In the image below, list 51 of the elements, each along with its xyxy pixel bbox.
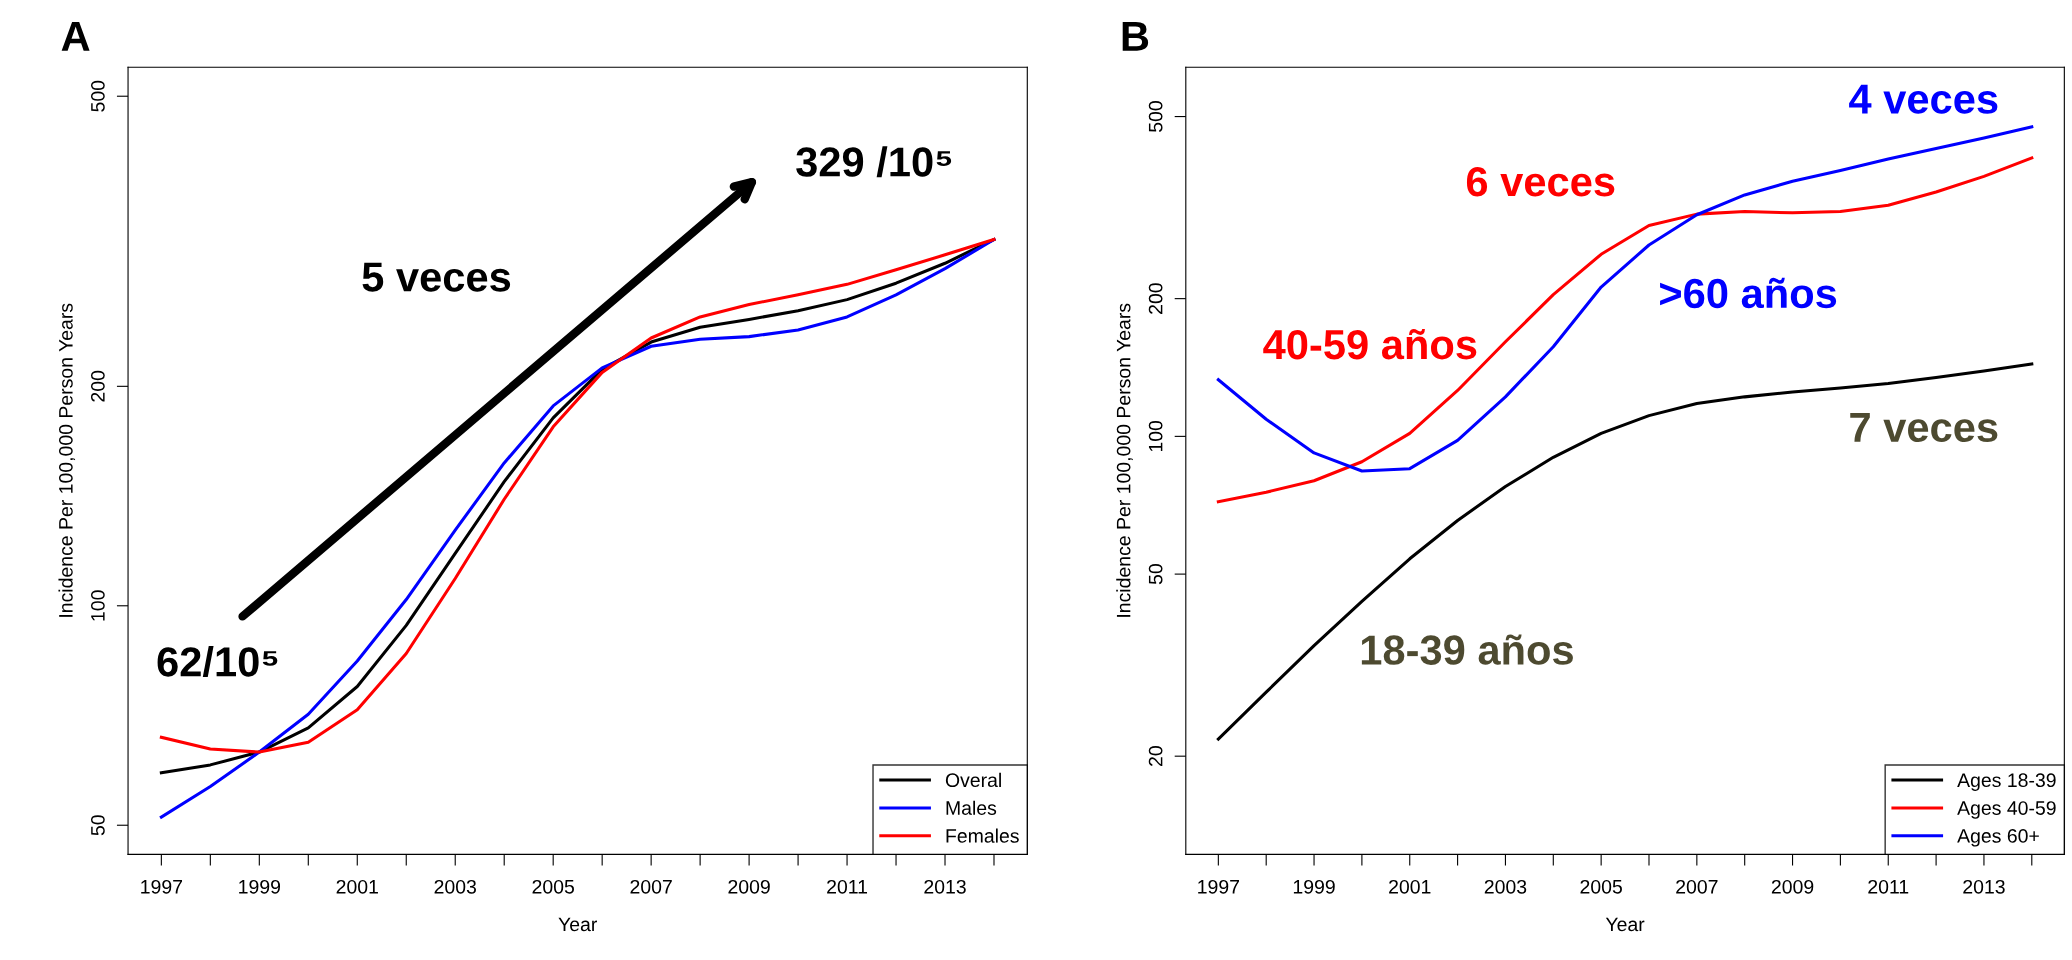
legend-label: Ages 40-59 bbox=[1957, 801, 2056, 819]
x-tick-label: 2005 bbox=[1580, 879, 1622, 894]
y-tick-label: 50 bbox=[90, 815, 105, 836]
chart-title: B bbox=[1122, 22, 1149, 51]
annotation: 6 veces bbox=[1466, 166, 1615, 197]
line-series bbox=[1216, 362, 2034, 741]
annotation: 5 veces bbox=[362, 262, 511, 292]
x-tick-label: 1997 bbox=[141, 879, 183, 894]
y-tick-label: 500 bbox=[1148, 101, 1163, 132]
annotation: 4 veces bbox=[1849, 84, 1998, 114]
legend-label: Females bbox=[946, 828, 1019, 843]
x-tick-label: 1999 bbox=[239, 879, 281, 894]
x-axis-title: Year bbox=[558, 917, 597, 932]
y-tick-label: 100 bbox=[1148, 420, 1163, 452]
x-tick-label: 2003 bbox=[434, 879, 476, 894]
x-tick-label: 2013 bbox=[924, 879, 966, 894]
y-tick-label: 20 bbox=[1148, 746, 1163, 767]
line-series bbox=[1216, 156, 2034, 504]
legend-label: Ages 60+ bbox=[1957, 829, 2039, 847]
annotation: 40-59 años bbox=[1263, 328, 1477, 360]
y-tick-label: 200 bbox=[1148, 283, 1163, 314]
y-axis-title: Incidence Per 100,000 Person Years bbox=[1116, 303, 1133, 617]
legend-label: Ages 18-39 bbox=[1957, 773, 2056, 791]
y-tick-label: 100 bbox=[90, 590, 105, 621]
x-tick-label: 2009 bbox=[728, 879, 770, 894]
y-tick-label: 500 bbox=[90, 80, 105, 112]
annotation: 329 /10⁵ bbox=[796, 146, 952, 178]
x-tick-label: 2005 bbox=[532, 879, 574, 894]
x-tick-label: 2011 bbox=[827, 879, 868, 894]
x-tick-label: 1997 bbox=[1198, 879, 1239, 894]
annotation: 62/10⁵ bbox=[157, 646, 278, 678]
annotation: >60 años bbox=[1660, 277, 1837, 309]
x-tick-label: 2001 bbox=[336, 879, 378, 894]
y-tick-label: 50 bbox=[1148, 564, 1163, 585]
annotation: 18-39 años bbox=[1361, 634, 1573, 665]
x-tick-label: 2003 bbox=[1484, 879, 1527, 894]
x-tick-label: 2009 bbox=[1771, 879, 1814, 894]
y-axis-title: Incidence Per 100,000 Person Years bbox=[58, 303, 76, 617]
legend-label: Overal bbox=[945, 772, 1001, 788]
legend-label: Males bbox=[946, 800, 997, 815]
line-series bbox=[1216, 125, 2034, 473]
x-tick-label: 2013 bbox=[1963, 879, 2005, 894]
x-axis-title: Year bbox=[1605, 917, 1645, 932]
x-tick-label: 1999 bbox=[1293, 879, 1335, 894]
chart-title: A bbox=[61, 22, 90, 51]
y-tick-label: 200 bbox=[90, 370, 105, 402]
x-tick-label: 2007 bbox=[630, 879, 672, 894]
x-tick-label: 2007 bbox=[1676, 879, 1718, 894]
x-tick-label: 2001 bbox=[1389, 879, 1431, 894]
x-tick-label: 2011 bbox=[1868, 879, 1909, 894]
annotation: 7 veces bbox=[1850, 413, 1998, 443]
